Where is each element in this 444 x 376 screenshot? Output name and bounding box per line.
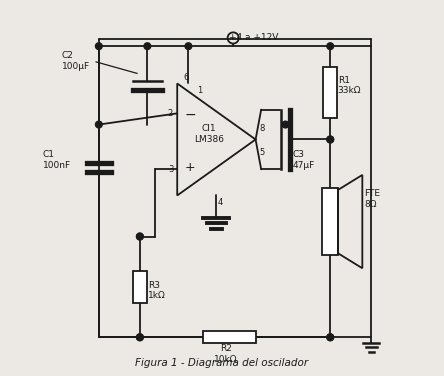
Text: 2: 2 — [168, 109, 173, 118]
Circle shape — [137, 233, 143, 240]
Circle shape — [327, 43, 333, 50]
Text: C2
100μF: C2 100μF — [62, 52, 90, 71]
Text: 4: 4 — [218, 199, 223, 208]
Circle shape — [95, 121, 102, 128]
Circle shape — [185, 43, 192, 50]
Text: 5: 5 — [260, 148, 265, 157]
Bar — [203, 331, 256, 343]
Text: −: − — [184, 108, 196, 122]
Circle shape — [327, 136, 333, 143]
Circle shape — [144, 43, 151, 50]
Circle shape — [327, 334, 333, 341]
Text: R2
10kΩ: R2 10kΩ — [214, 344, 238, 364]
Text: R1
33kΩ: R1 33kΩ — [338, 76, 361, 95]
Text: 8: 8 — [260, 124, 265, 133]
Circle shape — [137, 334, 143, 341]
Circle shape — [95, 43, 102, 50]
Text: R3
1kΩ: R3 1kΩ — [148, 281, 166, 300]
Text: C3
47μF: C3 47μF — [293, 150, 315, 170]
Bar — [133, 271, 147, 303]
Circle shape — [137, 334, 143, 341]
Text: C1
100nF: C1 100nF — [43, 150, 71, 170]
Text: 3: 3 — [168, 165, 173, 174]
Text: +4 a +12V: +4 a +12V — [229, 33, 278, 42]
Bar — [323, 67, 337, 118]
Text: CI1
LM386: CI1 LM386 — [194, 124, 224, 144]
Bar — [322, 188, 338, 255]
Circle shape — [137, 233, 143, 240]
Text: 1: 1 — [197, 86, 202, 96]
Text: Figura 1 - Diagrama del oscilador: Figura 1 - Diagrama del oscilador — [135, 358, 309, 368]
Circle shape — [282, 121, 289, 128]
Text: +: + — [185, 161, 196, 174]
Text: 6: 6 — [184, 73, 189, 82]
Circle shape — [327, 334, 333, 341]
Text: FTE
8Ω: FTE 8Ω — [364, 190, 380, 209]
Circle shape — [327, 136, 333, 143]
